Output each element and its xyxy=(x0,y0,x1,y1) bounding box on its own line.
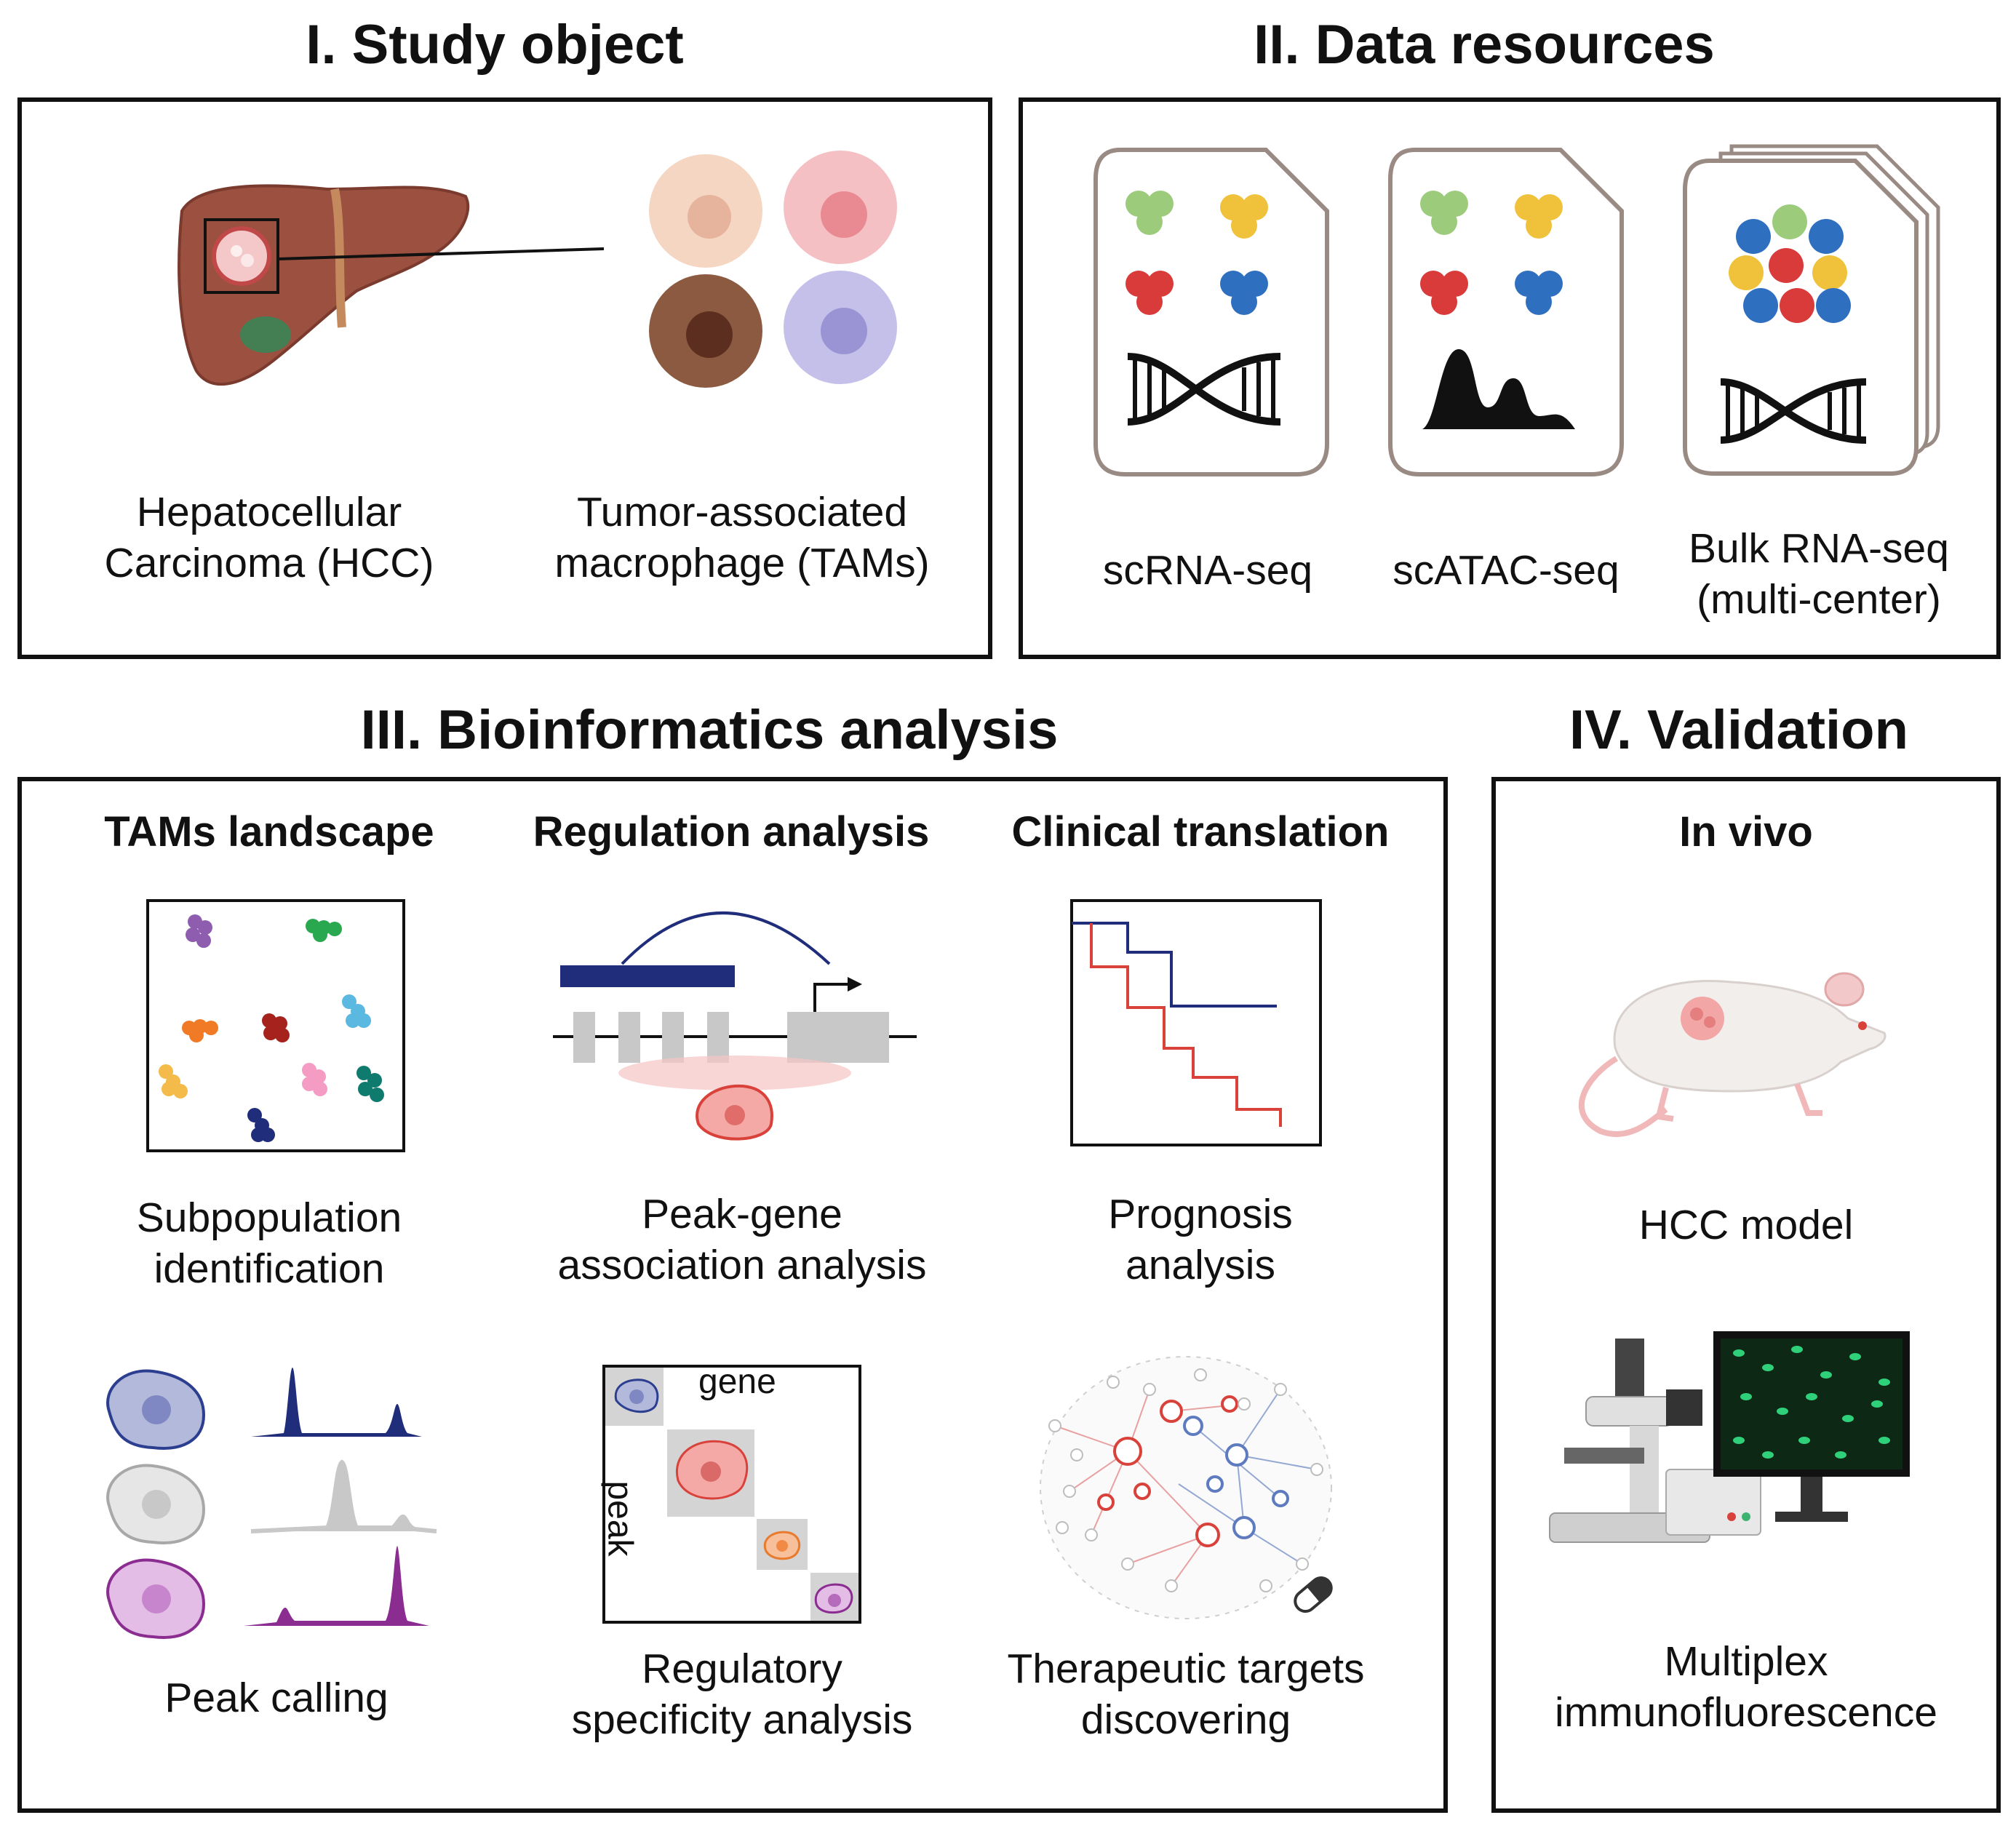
scrna-seq-document-icon xyxy=(1093,148,1329,476)
caption-therapeutic-targets: Therapeutic targets discovering xyxy=(1007,1645,1365,1743)
caption-hcc-model: HCC model xyxy=(1638,1202,1854,1248)
validation-subtitle-in-vivo: In vivo xyxy=(1679,808,1813,855)
scatac-seq-document-icon xyxy=(1388,148,1624,476)
caption-peak-gene: Peak-gene association analysis xyxy=(557,1191,927,1288)
mouse-model-illustration xyxy=(1578,972,1886,1138)
section-title-validation: IV. Validation xyxy=(1569,699,1909,761)
section-title-study-object: I. Study object xyxy=(306,14,684,76)
bulk-rna-seq-document-icon xyxy=(1683,144,1940,476)
column-title-tams-landscape: TAMs landscape xyxy=(104,808,434,855)
connector-line xyxy=(277,247,605,260)
column-title-regulation-analysis: Regulation analysis xyxy=(533,808,930,855)
liver-illustration xyxy=(178,184,470,386)
section-title-bioinformatics: III. Bioinformatics analysis xyxy=(360,699,1059,761)
section-title-data-resources: II. Data resources xyxy=(1254,14,1715,76)
peak-gene-association-diagram xyxy=(553,911,917,1141)
umap-cluster-plot xyxy=(146,899,405,1152)
tam-cells-illustration xyxy=(649,151,897,388)
panel-validation xyxy=(1491,777,2001,1813)
panel-data-resources xyxy=(1019,97,2001,659)
peak-calling-illustration xyxy=(106,1368,437,1639)
caption-scatac-seq: scATAC-seq xyxy=(1393,547,1619,594)
caption-scrna-seq: scRNA-seq xyxy=(1102,547,1313,594)
caption-prognosis: Prognosis analysis xyxy=(1108,1191,1293,1288)
column-title-clinical-translation: Clinical translation xyxy=(1011,808,1390,855)
matrix-label-peak: peak xyxy=(600,1480,640,1557)
caption-hcc: Hepatocellular Carcinoma (HCC) xyxy=(104,489,434,586)
caption-multiplex-if: Multiplex immunofluorescence xyxy=(1555,1638,1937,1736)
panel-bioinformatics xyxy=(17,777,1448,1813)
matrix-label-gene: gene xyxy=(698,1363,776,1401)
microscope-and-monitor-illustration xyxy=(1549,1331,1910,1543)
therapeutic-target-network xyxy=(1040,1356,1333,1619)
caption-regulatory-specificity: Regulatory specificity analysis xyxy=(571,1645,913,1743)
caption-subpopulation: Subpopulation identification xyxy=(136,1194,402,1292)
caption-tams: Tumor-associated macrophage (TAMs) xyxy=(554,489,930,586)
regulatory-specificity-matrix xyxy=(602,1365,861,1624)
panel-study-object xyxy=(17,97,992,659)
caption-peak-calling: Peak calling xyxy=(164,1675,389,1721)
prognosis-survival-plot xyxy=(1070,899,1322,1146)
caption-bulk-rna-seq: Bulk RNA-seq (multi-center) xyxy=(1689,525,1949,623)
